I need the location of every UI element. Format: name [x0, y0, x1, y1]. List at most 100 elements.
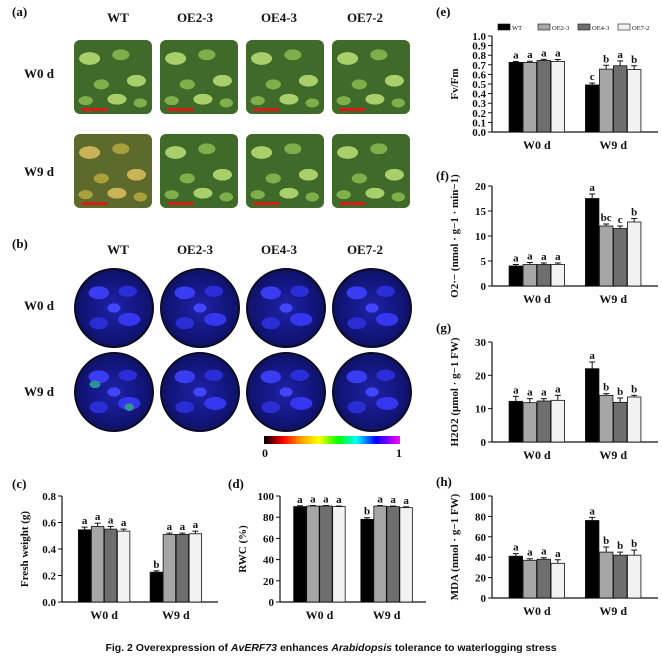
bar-f-OE7-2-W9d	[627, 221, 642, 287]
y-axis-label-c: Fresh weight (g)	[19, 511, 31, 588]
bar-h-OE7-2-W9d	[627, 554, 642, 599]
bar-d-OE4-3-W0d	[319, 505, 333, 603]
bar-f-WT-W9d	[585, 198, 600, 287]
x-category-label-g: W9 d	[599, 448, 627, 462]
panel-label-d: (d)	[228, 476, 244, 491]
significance-letter: a	[297, 494, 303, 506]
legend-label-WT: WT	[512, 25, 522, 32]
bar-f-WT-W0d	[508, 265, 523, 287]
y-tick-label-d: 0	[269, 597, 275, 609]
significance-letter: a	[336, 494, 342, 506]
y-tick-label-c: 0.6	[42, 518, 56, 530]
significance-letter: a	[513, 253, 519, 265]
significance-letter: a	[513, 542, 519, 554]
significance-letter: b	[617, 386, 623, 398]
plant-photo-oe7-2-w9	[332, 134, 410, 208]
bar-g-OE7-2-W0d	[550, 399, 565, 443]
significance-letter: b	[631, 207, 637, 219]
bar-c-OE7-2-W9d	[188, 533, 203, 603]
x-category-label-d: W0 d	[306, 608, 334, 622]
y-tick-label-e: 1.0	[472, 31, 486, 43]
plant-photo-oe4-3-w0	[246, 40, 324, 114]
bar-c-OE2-3-W9d	[162, 534, 177, 603]
figure-caption: Fig. 2 Overexpression of AvERF73 enhance…	[105, 642, 557, 654]
significance-letter: a	[377, 494, 383, 506]
significance-letter: a	[541, 47, 547, 59]
bar-e-WT-W0d	[508, 62, 523, 133]
bar-f-OE2-3-W9d	[599, 225, 614, 287]
x-category-label-h: W9 d	[599, 604, 627, 618]
significance-letter: a	[555, 548, 561, 560]
significance-letter: b	[631, 538, 637, 550]
scale-bar	[168, 108, 194, 111]
y-tick-label-g: 0	[481, 437, 487, 449]
significance-letter: b	[617, 540, 623, 552]
y-tick-label-e: 0.1	[472, 117, 486, 129]
y-tick-label-c: 0.0	[42, 597, 56, 609]
bar-f-OE4-3-W0d	[536, 264, 551, 287]
plant-photo-oe2-3-w9	[160, 134, 238, 208]
genotype-header-a-oe4-3: OE4-3	[260, 10, 298, 25]
significance-letter: a	[121, 517, 127, 529]
y-tick-label-d: 60	[263, 533, 275, 545]
bar-h-OE4-3-W0d	[536, 558, 551, 599]
significance-letter: b	[603, 382, 609, 394]
genotype-header-b-wt: WT	[107, 242, 129, 257]
y-axis-label-f: O2·− (nmol · g−1 · min−1)	[449, 174, 461, 298]
x-category-label-f: W9 d	[599, 292, 627, 306]
fluorescence-image-oe7-2-w9	[332, 352, 412, 432]
bar-f-OE7-2-W0d	[550, 264, 565, 287]
significance-letter: a	[167, 521, 173, 533]
y-tick-label-e: 0.8	[472, 50, 486, 62]
bar-h-OE4-3-W9d	[613, 554, 628, 599]
bar-e-OE2-3-W0d	[522, 62, 537, 133]
y-tick-label-d: 40	[263, 555, 275, 567]
significance-letter: b	[153, 559, 159, 571]
y-tick-label-c: 0.2	[42, 571, 56, 583]
y-tick-label-h: 100	[470, 491, 487, 503]
significance-letter: c	[590, 71, 595, 83]
significance-letter: a	[555, 383, 561, 395]
row-label-a-w9: W9 d	[24, 164, 54, 179]
significance-letter: a	[390, 494, 396, 506]
y-tick-label-h: 60	[475, 532, 487, 544]
colorbar-max-label: 1	[396, 446, 402, 460]
bar-d-OE7-2-W0d	[332, 506, 346, 603]
bar-d-OE4-3-W9d	[386, 506, 400, 603]
bar-c-OE7-2-W0d	[116, 530, 131, 603]
y-axis-label-g: H2O2 (μmol · g−1 FW)	[449, 337, 461, 446]
y-tick-label-h: 20	[475, 573, 487, 585]
bar-g-OE7-2-W9d	[627, 396, 642, 443]
fluorescence-image-wt-w9	[74, 352, 154, 432]
significance-letter: a	[541, 387, 547, 399]
x-category-label-d: W9 d	[373, 608, 401, 622]
bar-h-OE2-3-W9d	[599, 551, 614, 599]
legend-swatch-OE4-3	[577, 23, 591, 31]
significance-letter: a	[555, 48, 561, 60]
bar-f-OE2-3-W0d	[522, 264, 537, 287]
significance-letter: a	[555, 251, 561, 263]
significance-letter: a	[589, 350, 595, 362]
genotype-header-b-oe4-3: OE4-3	[260, 242, 298, 257]
genotype-header-a-oe2-3: OE2-3	[176, 10, 214, 25]
scale-bar	[340, 202, 366, 205]
significance-letter: a	[310, 494, 316, 506]
significance-letter: a	[617, 49, 623, 61]
bar-e-OE4-3-W0d	[536, 60, 551, 133]
row-label-b-w0: W0 d	[24, 298, 54, 313]
scale-bar	[82, 108, 108, 111]
y-tick-label-c: 0.4	[42, 544, 56, 556]
significance-letter: a	[193, 519, 199, 531]
y-axis-label-e: Fv/Fm	[449, 68, 461, 99]
colorbar	[264, 436, 400, 444]
significance-letter: b	[631, 383, 637, 395]
y-tick-label-e: 0.2	[472, 108, 486, 120]
bar-c-OE4-3-W0d	[103, 528, 118, 603]
scale-bar	[340, 108, 366, 111]
significance-letter: a	[589, 505, 595, 517]
genotype-header-a-wt: WT	[107, 10, 129, 25]
y-tick-label-e: 0.7	[472, 60, 486, 72]
y-tick-label-e: 0.6	[472, 69, 486, 81]
y-tick-label-e: 0.9	[472, 41, 486, 53]
y-tick-label-d: 20	[263, 576, 275, 588]
